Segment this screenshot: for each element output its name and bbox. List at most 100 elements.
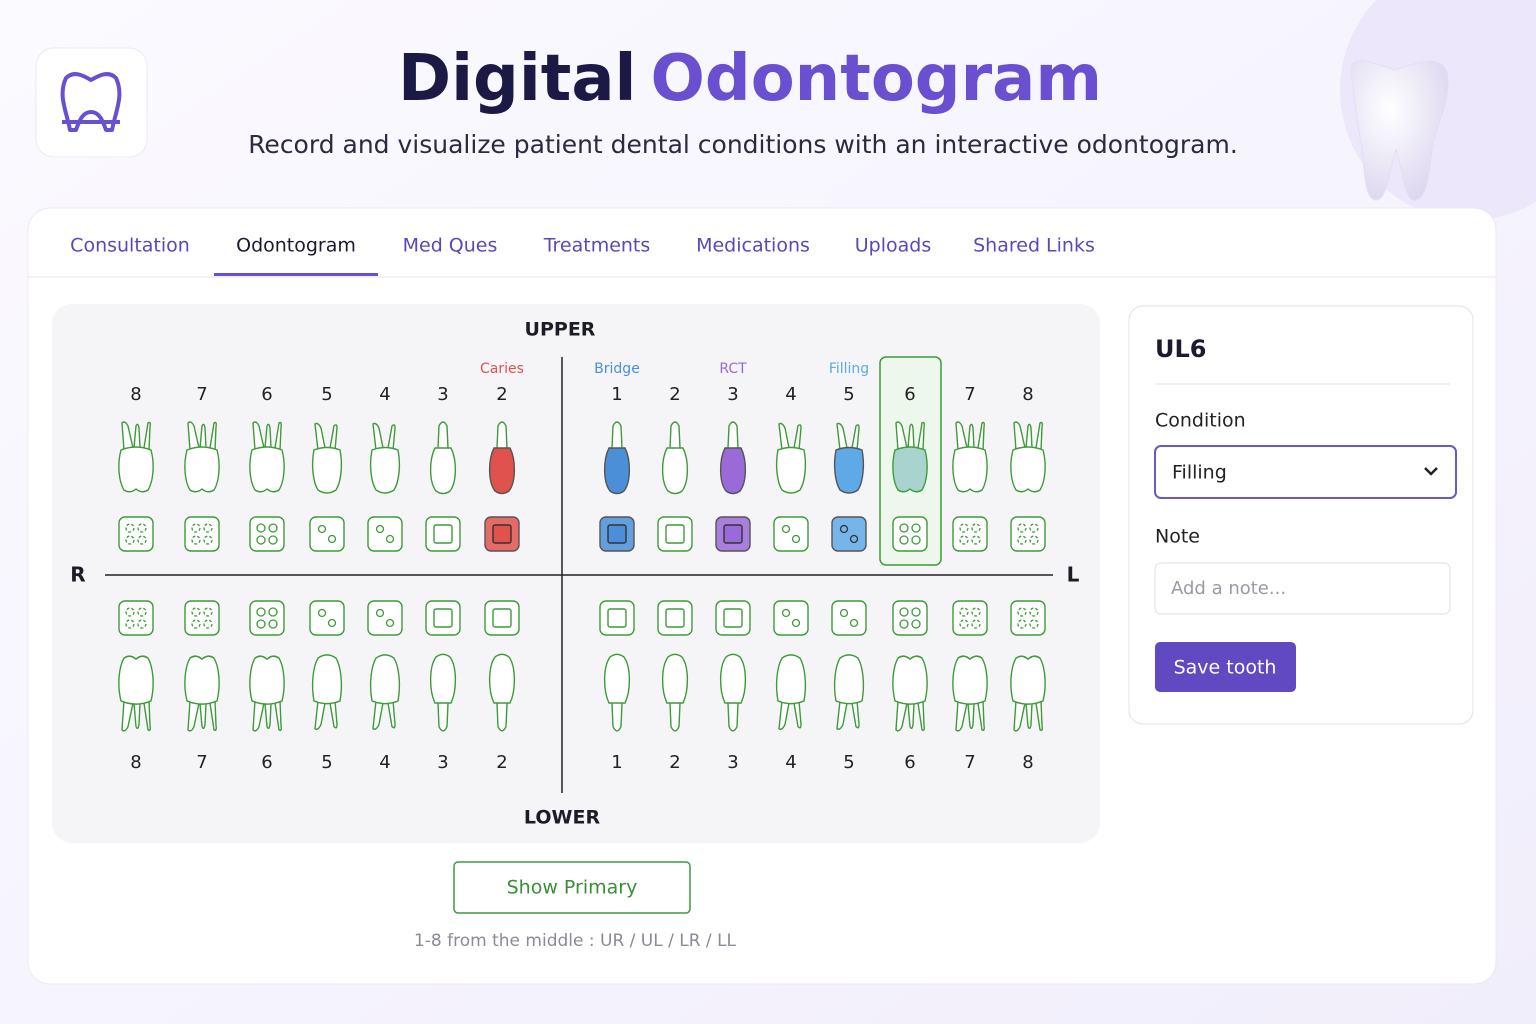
tooth[interactable]: 3 (715, 600, 751, 773)
tooth[interactable]: 2 (657, 600, 693, 773)
tooth[interactable]: 3 (425, 384, 461, 552)
occlusal-box[interactable] (773, 516, 809, 552)
occlusal-cusp (268, 619, 278, 629)
tooth-shape (775, 422, 807, 494)
occlusal-box[interactable] (892, 600, 928, 636)
tooth[interactable]: RCT 3 (715, 361, 751, 552)
show-primary-button[interactable] (453, 861, 691, 914)
occlusal-box[interactable] (952, 516, 988, 552)
occlusal-box[interactable] (249, 600, 285, 636)
tooth[interactable]: 7 (952, 600, 988, 773)
tooth-root (437, 703, 449, 732)
occlusal-box[interactable] (773, 600, 809, 636)
tab[interactable]: Treatments (543, 235, 651, 257)
tooth[interactable]: 6 (249, 384, 285, 552)
occlusal-frame (892, 600, 928, 636)
tooth[interactable]: 5 (309, 384, 345, 552)
tooth[interactable]: 7 (184, 384, 220, 552)
tooth[interactable]: 2 (657, 384, 693, 552)
occlusal-box[interactable] (657, 516, 693, 552)
tooth[interactable]: 6 (249, 600, 285, 773)
tooth[interactable]: 3 (425, 600, 461, 773)
occlusal-box[interactable] (892, 516, 928, 552)
tooth[interactable]: 6 (879, 356, 942, 566)
occlusal-box[interactable] (715, 600, 751, 636)
tooth[interactable]: 4 (773, 600, 809, 773)
tab[interactable]: Uploads (855, 235, 931, 257)
occlusal-box[interactable] (425, 600, 461, 636)
tooth[interactable]: 8 (1010, 384, 1046, 552)
occlusal-box[interactable] (118, 600, 154, 636)
occlusal-cusp (1017, 607, 1027, 617)
tooth-shape (118, 655, 154, 732)
occlusal-cusp (256, 523, 266, 533)
occlusal-frame (367, 600, 403, 636)
tooth[interactable]: 4 (367, 384, 403, 552)
tooth-root (895, 700, 925, 732)
tooth[interactable]: 2 (484, 600, 520, 773)
occlusal-box[interactable] (831, 600, 867, 636)
tooth-shape (719, 421, 747, 495)
occlusal-frame (892, 516, 928, 552)
tooth[interactable]: 4 (367, 600, 403, 773)
tooth-crown (488, 447, 516, 495)
tab[interactable]: Shared Links (973, 235, 1095, 257)
tooth[interactable]: 4 (773, 384, 809, 552)
occlusal-box[interactable] (309, 600, 345, 636)
tooth[interactable]: Caries 2 (480, 361, 524, 552)
occlusal-box[interactable] (1010, 516, 1046, 552)
tab[interactable]: Odontogram (236, 235, 356, 257)
tooth[interactable]: 8 (1010, 600, 1046, 773)
tooth-root (372, 422, 396, 451)
occlusal-box[interactable] (657, 600, 693, 636)
select-box[interactable] (1154, 445, 1457, 499)
logo-box (35, 47, 148, 158)
tooth[interactable]: Bridge 1 (594, 361, 640, 552)
tab[interactable]: Medications (696, 235, 810, 257)
tooth-root (895, 421, 925, 451)
occlusal-box[interactable] (484, 600, 520, 636)
tooth[interactable]: 1 (599, 600, 635, 773)
tooth[interactable]: Filling 5 (829, 361, 869, 552)
tooth-number: 6 (904, 752, 915, 773)
save-button[interactable] (1155, 642, 1296, 692)
tooth-number: 4 (379, 384, 390, 405)
tooth[interactable]: 5 (831, 600, 867, 773)
occlusal-box[interactable] (184, 600, 220, 636)
occlusal-frame (952, 600, 988, 636)
tooth-crown (369, 446, 401, 494)
tooth-number: 6 (261, 384, 272, 405)
occlusal-box[interactable] (118, 516, 154, 552)
tooth[interactable]: 7 (184, 600, 220, 773)
occlusal-box[interactable] (425, 516, 461, 552)
tooth-number: 5 (843, 384, 854, 405)
occlusal-box[interactable] (484, 516, 520, 552)
occlusal-box[interactable] (715, 516, 751, 552)
condition-select[interactable]: Filling (1154, 445, 1457, 499)
occlusal-box[interactable] (599, 600, 635, 636)
occlusal-box[interactable] (249, 516, 285, 552)
tooth-shape (429, 653, 457, 732)
tab[interactable]: Consultation (70, 235, 190, 257)
occlusal-box[interactable] (1010, 600, 1046, 636)
tab[interactable]: Med Ques (403, 235, 498, 257)
tooth[interactable]: 8 (118, 600, 154, 773)
occlusal-cusp (203, 523, 213, 533)
occlusal-box[interactable] (309, 516, 345, 552)
tooth[interactable]: 6 (892, 600, 928, 773)
occlusal-box[interactable] (184, 516, 220, 552)
occlusal-box[interactable] (952, 600, 988, 636)
note-input[interactable] (1154, 562, 1451, 615)
occlusal-cusp (781, 608, 791, 618)
occlusal-box[interactable] (599, 516, 635, 552)
occlusal-box[interactable] (367, 516, 403, 552)
tooth[interactable]: 7 (952, 384, 988, 552)
tooth-root (252, 700, 282, 732)
tooth[interactable]: 5 (309, 600, 345, 773)
occlusal-box[interactable] (367, 600, 403, 636)
tooth-root (611, 703, 623, 732)
tooth[interactable]: 8 (118, 384, 154, 552)
occlusal-box[interactable] (831, 516, 867, 552)
tooth-root (121, 421, 151, 451)
